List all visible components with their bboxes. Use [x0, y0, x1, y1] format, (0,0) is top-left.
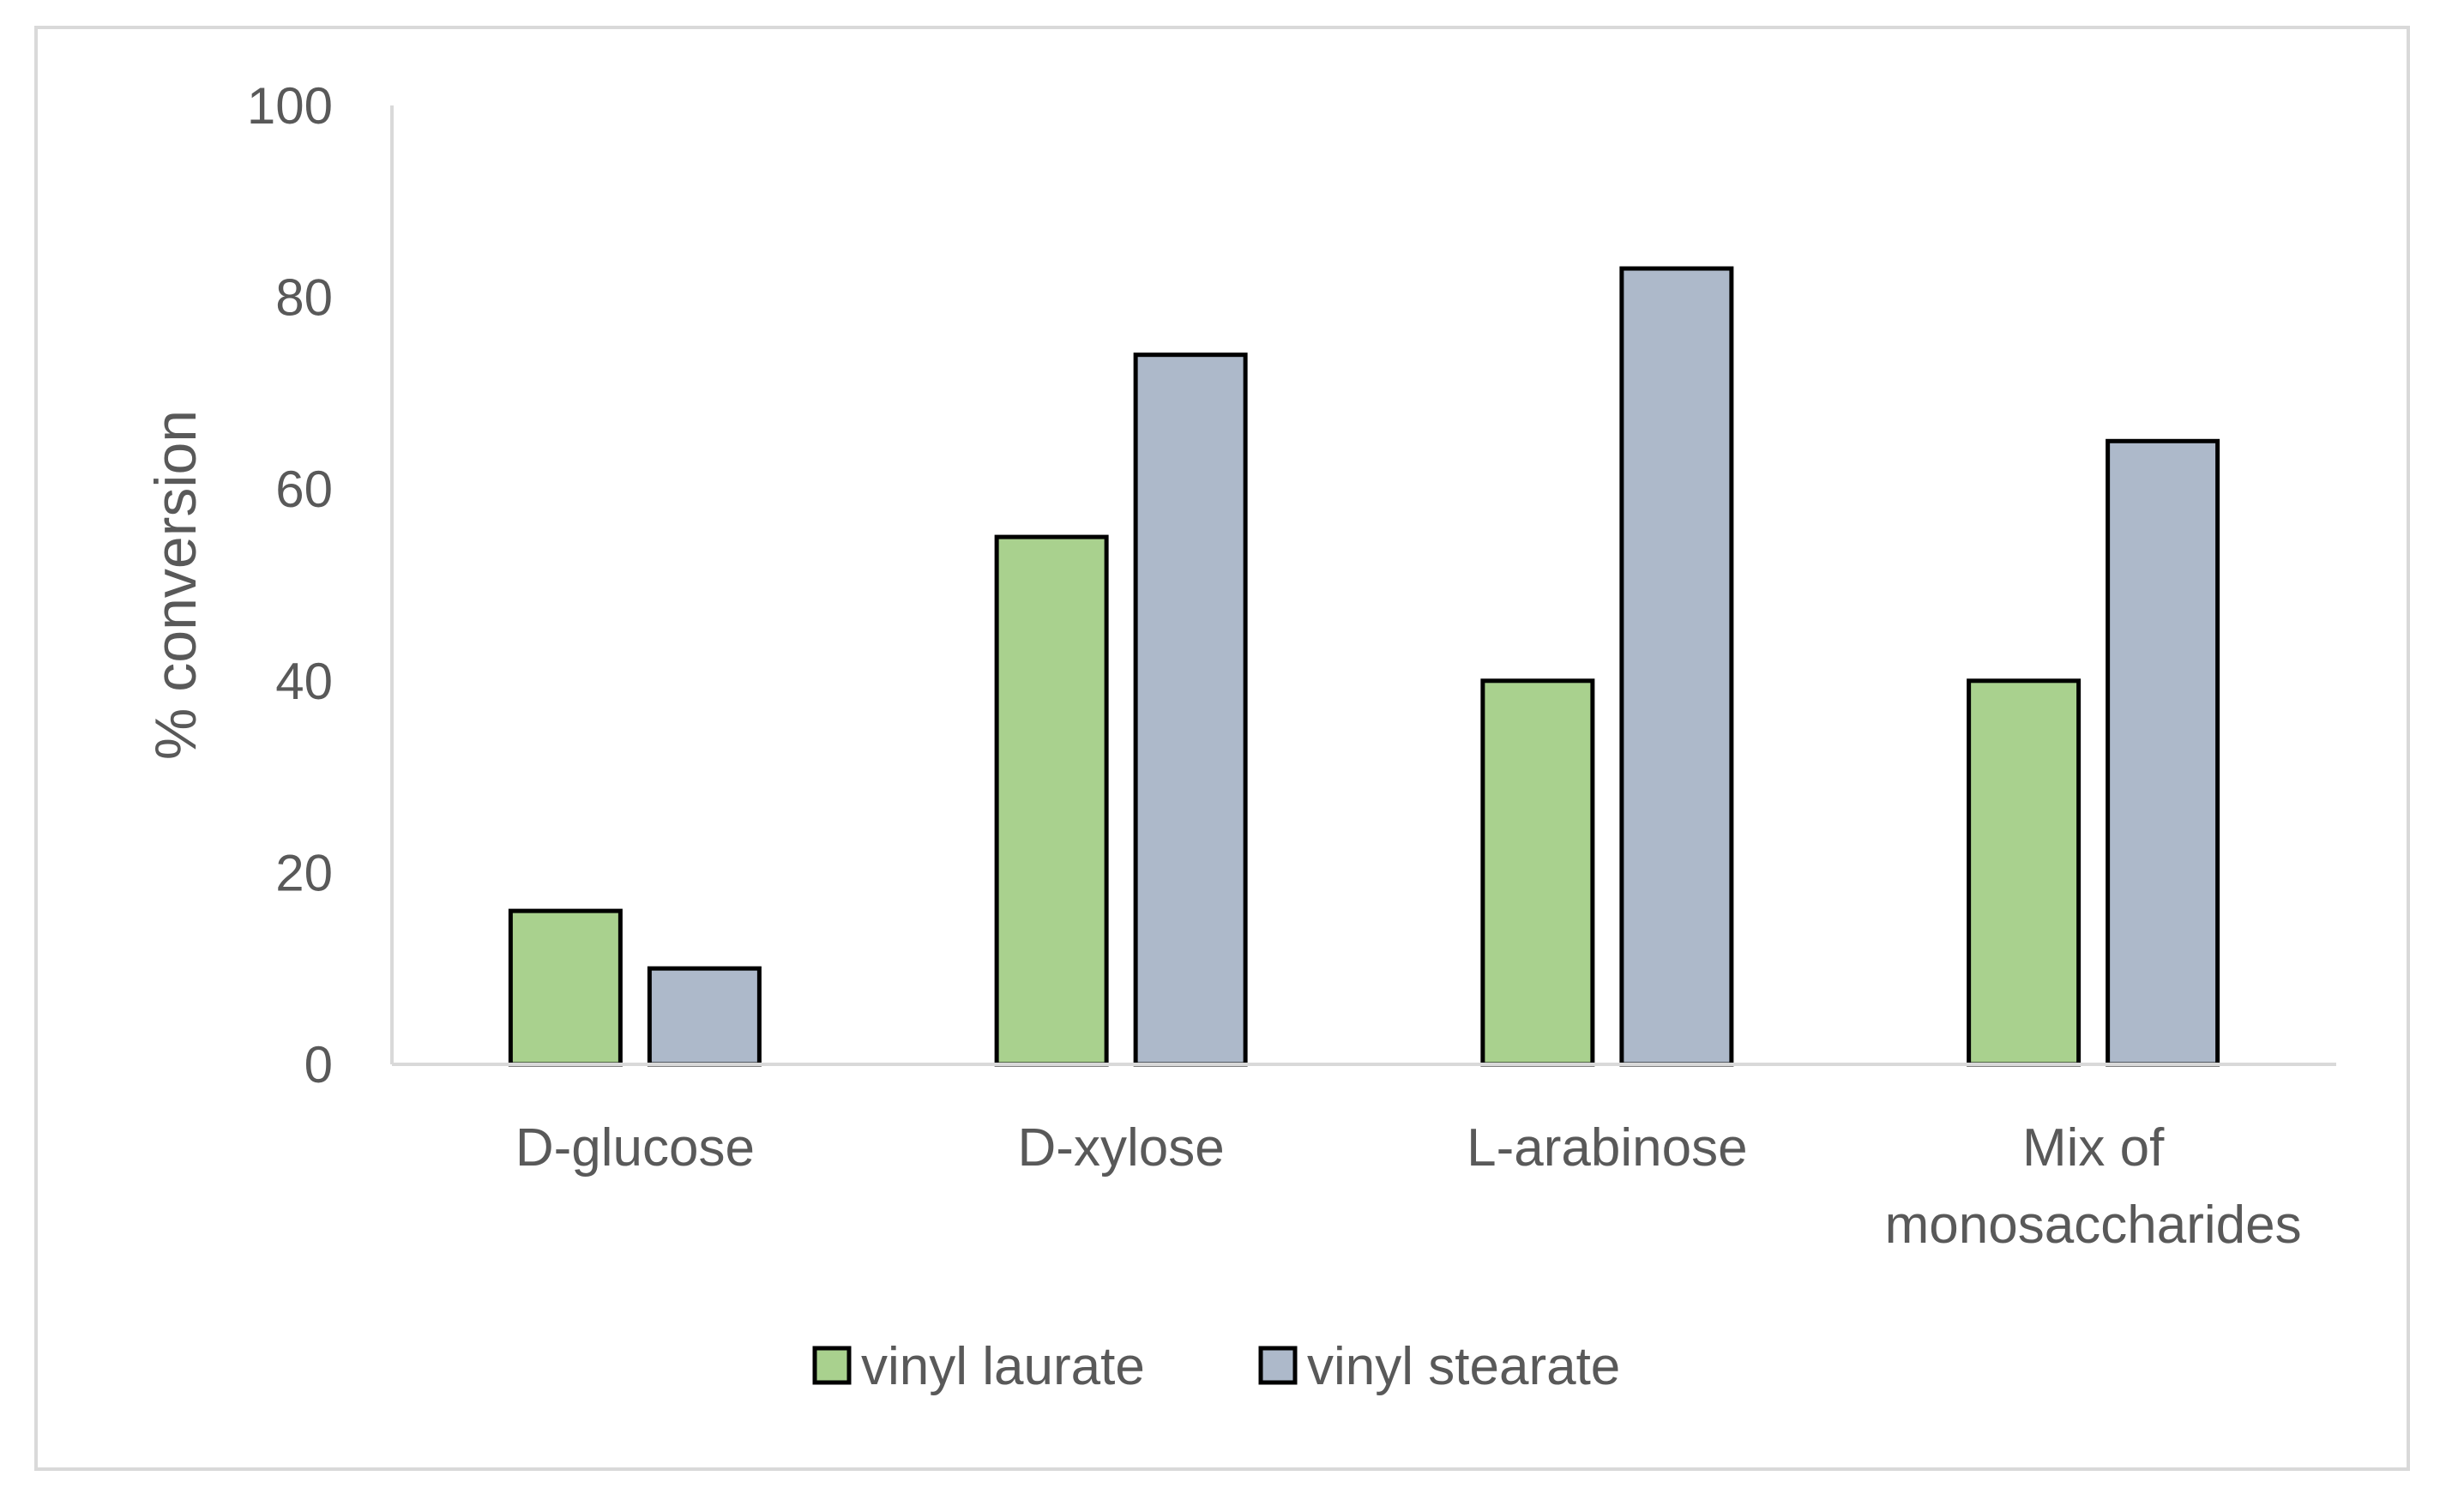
x-category-label: Mix of — [2022, 1118, 2165, 1178]
y-tick-label: 60 — [275, 461, 333, 518]
bar-vinyl-stearate — [1619, 266, 1734, 1067]
bar-vinyl-stearate — [647, 966, 762, 1067]
legend-swatch — [812, 1346, 852, 1385]
y-tick-label: 80 — [275, 269, 333, 327]
bar-vinyl-stearate — [2106, 438, 2220, 1067]
y-tick-label: 20 — [275, 844, 333, 901]
bar-vinyl-laurate — [508, 908, 623, 1067]
legend-label: vinyl laurate — [861, 1337, 1145, 1396]
legend-swatch — [1258, 1346, 1298, 1385]
bar-vinyl-stearate — [1133, 352, 1248, 1067]
x-category-label: monosaccharides — [1885, 1196, 2302, 1255]
x-category-label: D-xylose — [1018, 1118, 1225, 1178]
y-tick-label: 0 — [304, 1036, 333, 1093]
x-category-label: L-arabinose — [1467, 1118, 1747, 1178]
y-tick-label: 40 — [275, 653, 333, 710]
bar-vinyl-laurate — [1967, 678, 2081, 1067]
bar-vinyl-laurate — [994, 534, 1109, 1067]
y-axis-title: % conversion — [143, 410, 208, 760]
legend-label: vinyl stearate — [1307, 1337, 1620, 1396]
x-category-label: D-glucose — [515, 1118, 755, 1178]
bar-vinyl-laurate — [1480, 678, 1595, 1067]
y-tick-label: 100 — [247, 77, 333, 135]
